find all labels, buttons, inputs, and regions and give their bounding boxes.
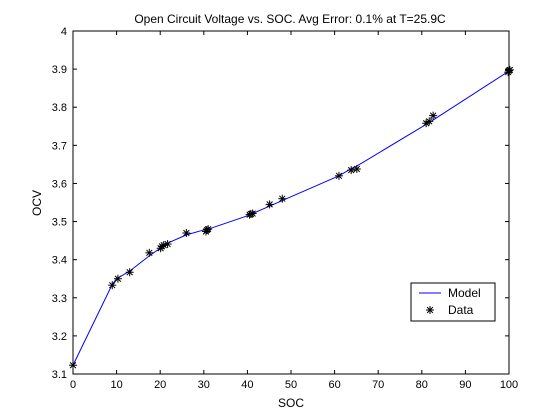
plot-area: [72, 30, 510, 375]
y-tick-label: 3.1: [52, 369, 67, 381]
axis-ticks: [72, 30, 510, 375]
data-point: [352, 164, 361, 173]
x-tick-label: 60: [328, 379, 340, 391]
legend-data-label: Data: [448, 303, 474, 317]
y-tick-label: 3.5: [52, 217, 67, 229]
data-point: [248, 209, 257, 218]
y-tick-label: 3.8: [52, 102, 67, 114]
x-tick-label: 80: [416, 379, 428, 391]
legend-data-marker: [426, 306, 434, 314]
y-tick-label: 3.7: [52, 140, 67, 152]
legend-data-star: [426, 306, 434, 314]
data-point: [347, 166, 356, 175]
legend-model-label: Model: [448, 286, 481, 300]
data-point: [182, 228, 191, 237]
y-tick-label: 3.2: [52, 331, 67, 343]
data-point: [204, 225, 213, 234]
y-tick-label: 3.6: [52, 178, 67, 190]
y-tick-label: 3.4: [52, 255, 67, 267]
x-tick-label: 40: [241, 379, 253, 391]
x-tick-label: 100: [500, 379, 518, 391]
data-point: [265, 200, 274, 209]
series-layer: [69, 65, 514, 370]
data-point: [145, 248, 154, 257]
data-point: [334, 171, 343, 180]
axis-tick-labels: 0 10 20 30 40 50 60 70 80 90 100 3.1 3.2 3.3 3.4 3.5 3.6…: [52, 26, 518, 391]
x-tick-label: 50: [285, 379, 297, 391]
data-point: [163, 240, 172, 249]
x-tick-label: 0: [70, 379, 76, 391]
data-point: [278, 194, 287, 203]
y-tick-label: 3.9: [52, 64, 67, 76]
x-tick-label: 30: [198, 379, 210, 391]
model-line: [72, 70, 510, 366]
data-point: [505, 65, 514, 74]
x-axis-label: SOC: [278, 396, 304, 410]
y-axis-label: OCV: [30, 190, 44, 216]
legend: Model Data: [410, 282, 496, 322]
x-tick-label: 10: [110, 379, 122, 391]
data-point: [125, 268, 134, 277]
data-point: [108, 281, 117, 290]
data-point: [425, 117, 434, 126]
x-tick-label: 70: [372, 379, 384, 391]
data-point: [113, 274, 122, 283]
legend-box: [410, 282, 496, 322]
y-tick-label: 4: [61, 26, 67, 38]
y-tick-label: 3.3: [52, 293, 67, 305]
data-point: [69, 361, 77, 370]
chart-title: Open Circuit Voltage vs. SOC. Avg Error:…: [134, 12, 446, 26]
data-point: [429, 111, 438, 120]
x-tick-label: 90: [459, 379, 471, 391]
x-tick-label: 20: [154, 379, 166, 391]
